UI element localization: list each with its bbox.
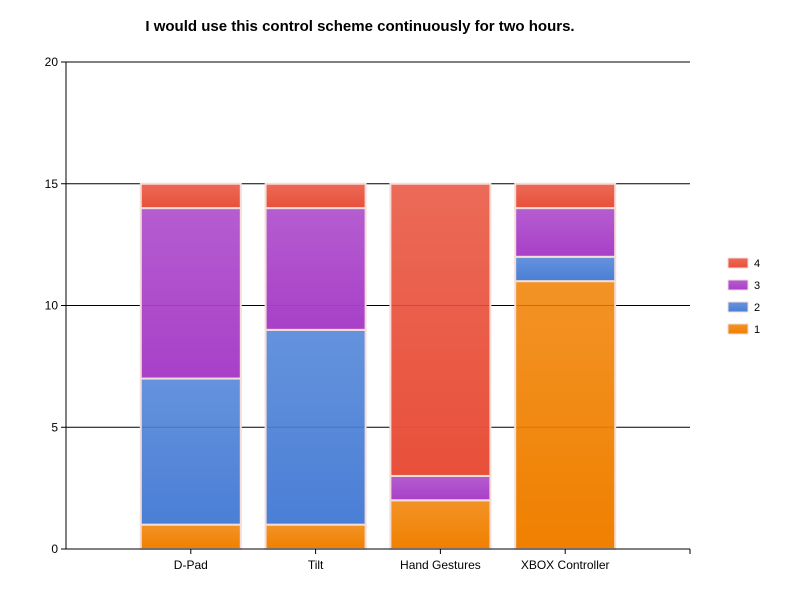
legend-label: 3 [754,280,760,292]
chart-title: I would use this control scheme continuo… [145,18,575,35]
x-tick-label: Tilt [308,558,324,572]
y-tick-label: 0 [51,542,58,556]
bar-segment [389,182,492,477]
x-tick-label: XBOX Controller [521,558,610,572]
bar-segment [514,280,617,550]
x-tick-label: Hand Gestures [400,558,481,572]
bar-segment [514,207,617,258]
bar-segment [389,499,492,550]
bar-segment [139,182,242,210]
bar-segment [389,474,492,502]
bar-segment [264,207,367,331]
legend-label: 1 [754,324,760,336]
bar-segment [139,377,242,526]
legend-swatch [727,301,749,313]
bar-segment [139,523,242,551]
bar-segment [264,182,367,210]
bar-segment [264,328,367,526]
bar-segment [264,523,367,551]
axes: 0 5 10 15 20 D-Pad Tilt Hand Gestures XBOX Contr… [45,55,691,572]
legend-swatch [727,279,749,291]
y-tick-label: 10 [45,299,59,313]
y-tick-label: 20 [45,55,59,69]
x-tick-label: D-Pad [174,558,208,572]
legend-swatch [727,323,749,335]
legend-swatch [727,257,749,269]
y-tick-label: 15 [45,177,59,191]
bars [139,182,617,551]
legend-label: 2 [754,302,760,314]
bar-segment [139,207,242,380]
legend: 4 3 2 1 [727,257,760,336]
bar-segment [514,255,617,283]
legend-label: 4 [754,258,760,270]
bar-segment [514,182,617,210]
y-tick-label: 5 [51,420,58,434]
